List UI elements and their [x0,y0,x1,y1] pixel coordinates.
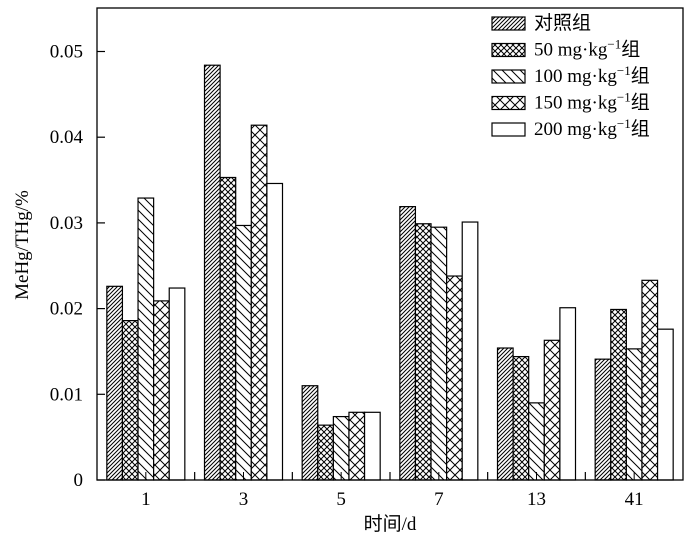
bar [512,355,530,481]
legend-swatch [491,16,526,31]
bar-group-41 [594,279,674,481]
bar-group-13 [496,307,577,481]
bar [332,415,350,481]
bar-group-1 [106,197,186,481]
bar [594,358,612,481]
bar-group-3 [203,64,284,481]
legend-swatch [491,69,526,84]
bar [414,223,432,481]
bar [203,64,221,481]
y-axis-label: MeHg/THg/% [12,190,33,300]
bar [235,224,252,481]
x-tick-label: 13 [527,489,546,510]
x-tick-label: 41 [625,489,644,510]
x-axis: 1 3 5 7 13 41 [141,472,644,510]
legend-item: 100 mg·kg−1组 [491,63,650,87]
bar [106,285,124,481]
legend-item: 对照组 [491,12,591,34]
bar [656,328,674,481]
bar [528,402,545,481]
y-tick-label: 0 [74,470,84,491]
bar [137,197,155,481]
bar [219,176,237,481]
bar [348,411,366,481]
x-tick-label: 7 [434,489,444,510]
bar-group-5 [301,385,381,481]
y-tick-label: 0.04 [50,127,84,148]
bar [266,182,284,481]
plot-frame [96,7,684,481]
bar [399,206,417,481]
legend-label: 对照组 [534,12,591,34]
legend-swatch [491,95,526,111]
bar [641,279,659,481]
bar [543,339,561,481]
bars-layer [106,64,674,481]
legend-label: 50 mg·kg−1组 [534,37,640,61]
y-axis: 0 0.01 0.02 0.03 0.04 0.05 [50,42,105,491]
bar [153,300,170,481]
bar [625,348,643,481]
x-tick-label: 5 [336,489,346,510]
bar [363,411,381,481]
legend-swatch [491,122,526,137]
x-tick-label: 1 [141,489,151,510]
bar [121,320,139,481]
legend-label: 100 mg·kg−1组 [534,63,650,87]
y-tick-label: 0.01 [50,384,83,405]
bar [168,287,186,481]
bar [430,226,448,481]
bar [461,221,479,481]
y-tick-label: 0.02 [50,299,83,320]
bar [317,424,334,481]
x-axis-label: 时间/d [364,513,417,535]
y-tick-label: 0.03 [50,213,83,234]
legend-swatch [491,42,526,58]
bar [610,308,627,481]
legend-item: 50 mg·kg−1组 [491,37,640,61]
legend-label: 150 mg·kg−1组 [534,90,650,114]
legend-item: 150 mg·kg−1组 [491,90,650,114]
y-tick-label: 0.05 [50,42,83,63]
bar [301,385,319,481]
legend-label: 200 mg·kg−1组 [534,116,650,140]
bar [250,124,268,481]
bar [446,275,463,481]
bar [496,347,514,481]
bar [559,307,577,481]
x-tick-label: 3 [239,489,249,510]
bar-group-7 [399,206,479,481]
legend-item: 200 mg·kg−1组 [491,116,650,140]
